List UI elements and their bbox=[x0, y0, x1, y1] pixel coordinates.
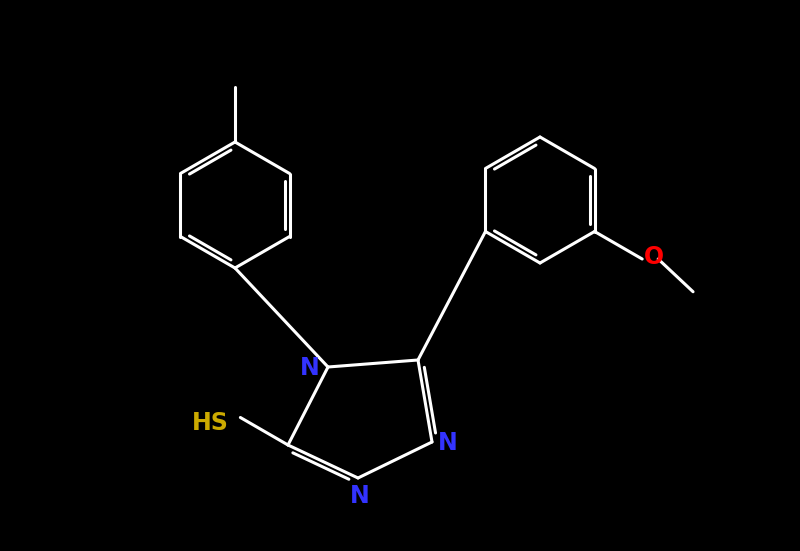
Text: O: O bbox=[644, 245, 664, 269]
Text: N: N bbox=[350, 484, 370, 508]
Text: N: N bbox=[438, 431, 458, 455]
Text: N: N bbox=[300, 356, 320, 380]
Text: HS: HS bbox=[192, 410, 229, 435]
